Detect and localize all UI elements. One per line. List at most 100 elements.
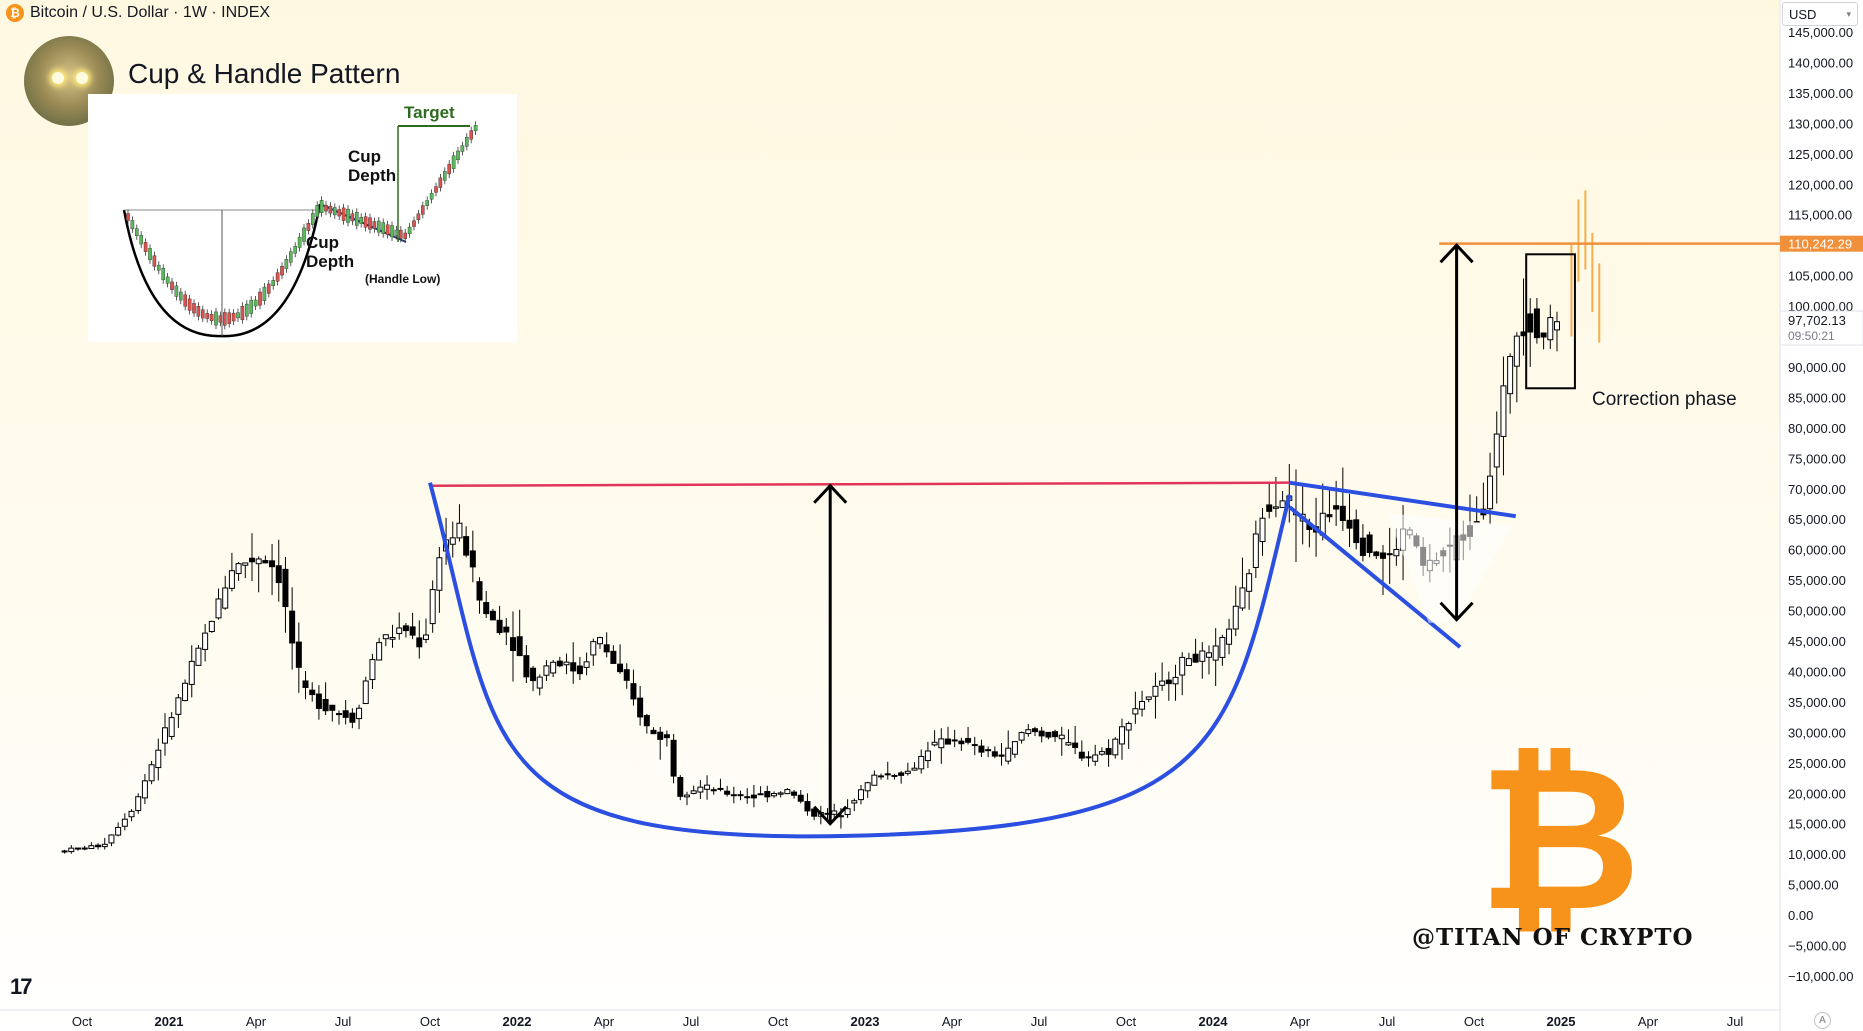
inset-candle-body — [385, 224, 390, 235]
candle-body — [530, 667, 537, 682]
inset-candle-body — [126, 213, 130, 221]
pattern-title: Cup & Handle Pattern — [128, 58, 401, 89]
candle-body — [195, 647, 202, 666]
x-tick-label: Oct — [72, 1014, 93, 1029]
candle-body — [1199, 650, 1206, 662]
candle-body — [1139, 701, 1146, 710]
candle-body — [677, 776, 684, 797]
inset-candle-body — [372, 221, 377, 229]
candle-body — [269, 560, 276, 568]
auto-scale-button[interactable]: A — [1814, 1012, 1831, 1029]
bitcoin-coin-icon: ₿ — [6, 4, 24, 22]
candle-body — [536, 676, 543, 689]
candle-body — [476, 581, 483, 601]
inset-candle-body — [266, 283, 271, 294]
target-price-label: 110,242.29 — [1788, 237, 1852, 252]
candle-body — [309, 689, 316, 696]
candle-body — [650, 729, 657, 735]
candle-body — [1132, 708, 1139, 715]
inset-candle-body — [130, 220, 135, 230]
tradingview-logo[interactable]: 17 — [10, 974, 33, 999]
x-tick-label: 2023 — [851, 1014, 880, 1029]
candle-body — [1145, 696, 1152, 700]
candle-body — [1052, 731, 1059, 738]
inset-candle-body — [350, 213, 355, 222]
y-tick-label: 75,000.00 — [1788, 451, 1846, 466]
candle-body — [262, 560, 269, 564]
candle-body — [1018, 732, 1025, 741]
candle-body — [1547, 317, 1554, 341]
candle-body — [1025, 729, 1032, 734]
candle-body — [1165, 679, 1172, 685]
candle-body — [356, 707, 363, 720]
candle-body — [456, 522, 463, 539]
candle-body — [971, 744, 978, 747]
inset-candle-body — [368, 217, 372, 230]
currency-select[interactable]: USD ▾ — [1782, 2, 1858, 26]
candle-body — [603, 644, 610, 653]
cup-depth-label: Cup Depth — [348, 147, 397, 185]
handle-low-label: (Handle Low) — [365, 272, 441, 286]
x-tick-label: Jul — [683, 1014, 700, 1029]
candle-body — [791, 791, 798, 796]
inset-candle-body — [165, 276, 170, 284]
candle-body — [596, 637, 603, 645]
candle-body — [329, 704, 336, 711]
candle-body — [155, 749, 162, 769]
candle-body — [1005, 747, 1012, 762]
candle-body — [924, 750, 931, 762]
inset-candle-body — [275, 272, 280, 282]
candle-body — [315, 693, 322, 709]
candle-body — [931, 741, 938, 746]
y-tick-label: 90,000.00 — [1788, 360, 1846, 375]
candle-body — [1239, 587, 1246, 609]
candle-body — [1333, 505, 1340, 510]
candle-body — [422, 634, 429, 640]
candle-body — [1045, 731, 1052, 738]
cup-depth-label: Cup Depth — [306, 233, 355, 271]
candle-body — [918, 755, 925, 770]
inset-candle-body — [148, 248, 152, 261]
symbol-header[interactable]: ₿ Bitcoin / U.S. Dollar · 1W · INDEX — [6, 4, 270, 22]
candle-body — [1031, 728, 1038, 733]
candle-body — [469, 550, 476, 568]
y-tick-label: 45,000.00 — [1788, 634, 1846, 649]
candle-body — [1252, 533, 1259, 568]
candle-body — [570, 662, 577, 672]
candle-body — [202, 632, 209, 650]
candle-body — [1185, 658, 1192, 666]
inset-candle-body — [399, 229, 403, 239]
x-tick-label: Oct — [420, 1014, 441, 1029]
cup-rim-line — [429, 481, 1290, 487]
candle-body — [878, 775, 885, 778]
candle-body — [1011, 741, 1018, 755]
candle-body — [74, 847, 81, 850]
candle-body — [985, 749, 992, 752]
candle-body — [1172, 676, 1179, 685]
inset-candle-body — [429, 193, 434, 200]
candle-body — [496, 619, 503, 634]
candle-body — [944, 738, 951, 745]
inset-candle-body — [447, 163, 452, 175]
candle-body — [1386, 553, 1393, 556]
candle-body — [1379, 552, 1386, 559]
candle-body — [208, 620, 215, 633]
inset-candle-body — [135, 228, 139, 237]
candle-body — [1212, 645, 1219, 661]
candle-body — [128, 810, 135, 818]
inset-candle-body — [152, 255, 157, 267]
y-tick-label: 130,000.00 — [1788, 116, 1853, 131]
inset-candle-body — [156, 264, 161, 271]
inset-candle-body — [438, 177, 443, 188]
candle-body — [1112, 738, 1119, 756]
inset-candle-body — [421, 205, 425, 215]
candle-body — [242, 562, 249, 566]
candle-body — [643, 715, 650, 727]
y-tick-label: 5,000.00 — [1788, 878, 1839, 893]
candle-body — [1118, 726, 1125, 745]
candle-body — [891, 774, 898, 777]
candle-body — [690, 790, 697, 794]
x-tick-label: Apr — [594, 1014, 615, 1029]
candle-body — [1232, 605, 1239, 630]
